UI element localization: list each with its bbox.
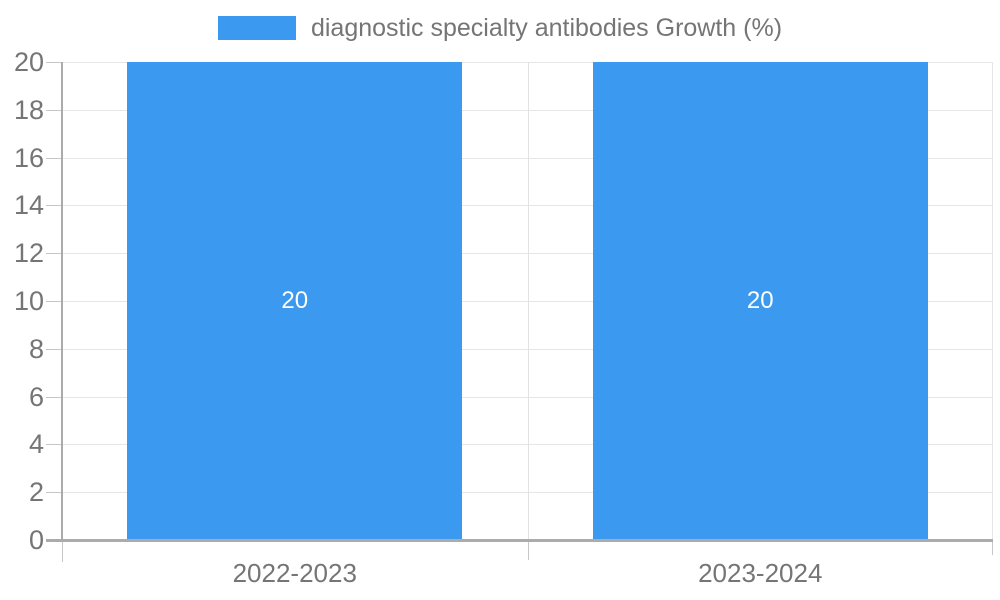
- bar-value-label: 20: [746, 287, 774, 314]
- x-category-label: 2023-2024: [698, 558, 823, 588]
- y-tick: [46, 109, 62, 111]
- y-tick-label: 2: [28, 477, 44, 508]
- category-separator-gridline: [527, 62, 529, 540]
- y-tick-label: 18: [13, 94, 44, 125]
- legend[interactable]: diagnostic specialty antibodies Growth (…: [0, 14, 1000, 42]
- y-tick: [46, 157, 62, 159]
- y-tick: [46, 62, 62, 63]
- y-tick: [46, 444, 62, 446]
- bar[interactable]: 20: [127, 62, 463, 540]
- legend-label: diagnostic specialty antibodies Growth (…: [310, 14, 783, 42]
- x-axis-line: [46, 539, 993, 542]
- y-tick-label: 16: [13, 142, 44, 173]
- y-tick: [46, 205, 62, 207]
- y-tick-label: 12: [13, 238, 44, 269]
- y-axis-line: [61, 62, 63, 540]
- y-tick: [46, 348, 62, 350]
- y-tick-label: 10: [13, 286, 44, 316]
- y-tick: [46, 301, 62, 302]
- bar[interactable]: 20: [592, 62, 928, 540]
- y-tick-label: 14: [13, 190, 44, 221]
- x-category-label: 2022-2023: [232, 558, 357, 588]
- y-tick-label: 4: [28, 429, 44, 460]
- x-axis-tick: [527, 542, 529, 560]
- plot-area: 20 20: [62, 62, 993, 540]
- y-tick-label: 8: [28, 333, 44, 364]
- y-tick-label: 20: [13, 47, 44, 77]
- plot-right-edge-line: [992, 62, 993, 540]
- y-tick-label: 0: [28, 525, 44, 555]
- bar-value-label: 20: [281, 287, 309, 314]
- y-tick: [46, 396, 62, 398]
- x-axis-tick: [62, 542, 63, 562]
- y-tick-label: 6: [28, 381, 44, 412]
- legend-swatch: [217, 16, 296, 40]
- y-tick: [46, 492, 62, 494]
- x-axis-tick: [992, 542, 993, 555]
- y-tick: [46, 253, 62, 255]
